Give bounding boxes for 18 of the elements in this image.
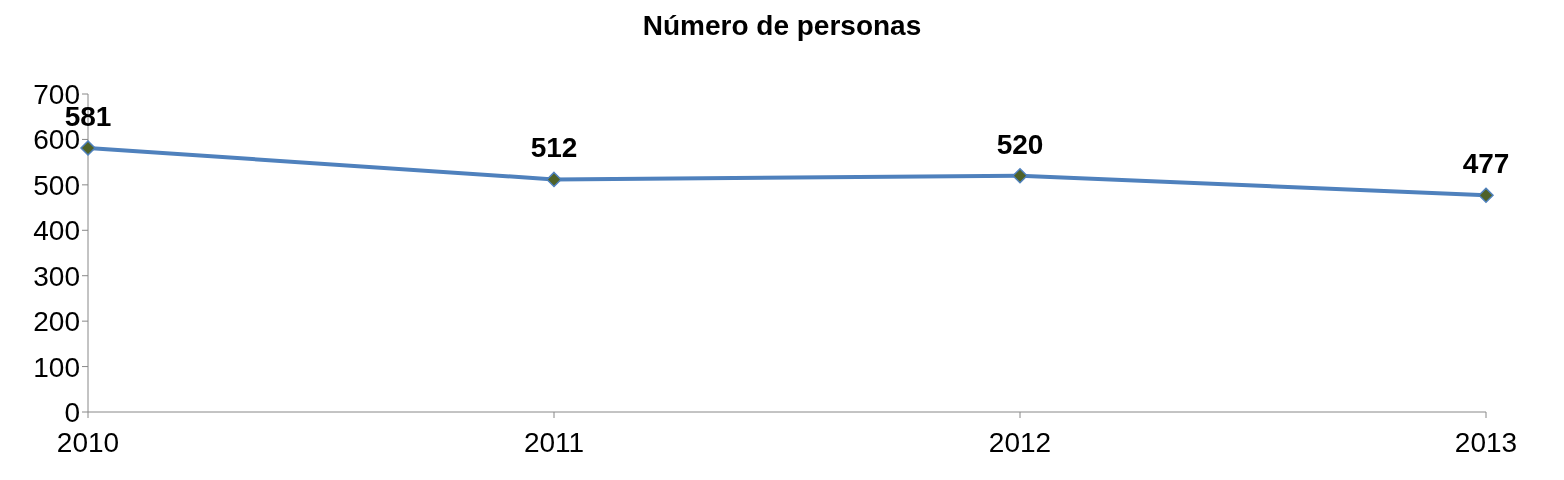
y-tick-label: 400: [33, 215, 80, 247]
point: [546, 171, 562, 188]
y-tick-label: 200: [33, 306, 80, 338]
point: [1478, 187, 1494, 204]
data-label: 520: [996, 128, 1044, 160]
y-tick-label: 100: [33, 351, 80, 383]
data-label: 512: [530, 132, 578, 164]
y-tick-label: 0: [64, 396, 80, 428]
data-label: 477: [1462, 148, 1510, 180]
x-tick-label: 2011: [523, 426, 585, 458]
y-tick-label: 500: [33, 169, 80, 201]
chart-title: Número de personas: [641, 9, 923, 43]
x-tick-label: 2010: [56, 426, 120, 458]
point: [1012, 168, 1028, 184]
x-tick-label: 2013: [1454, 426, 1518, 458]
x-tick-label: 2012: [988, 426, 1052, 458]
point: [80, 140, 96, 156]
y-tick-label: 300: [33, 260, 80, 292]
